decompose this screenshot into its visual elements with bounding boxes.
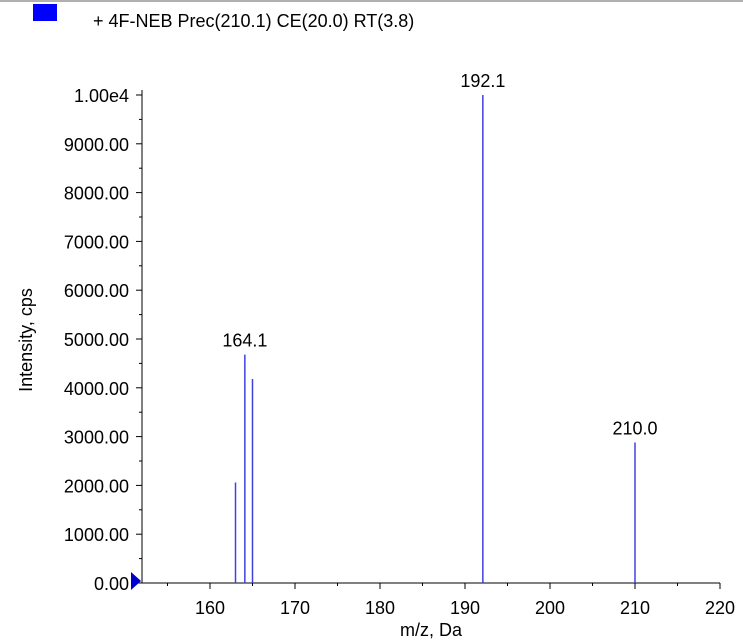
peak-labels: 164.1 192.1 210.0 xyxy=(222,71,657,438)
y-tick-label: 0.00 xyxy=(94,574,129,594)
y-tick-label: 1.00e4 xyxy=(74,86,129,106)
x-tick-label: 170 xyxy=(280,598,310,618)
y-tick-label: 3000.00 xyxy=(64,428,129,448)
y-tick-label: 4000.00 xyxy=(64,379,129,399)
y-tick-label: 1000.00 xyxy=(64,525,129,545)
x-tick-label: 190 xyxy=(450,598,480,618)
x-tick-label: 160 xyxy=(195,598,225,618)
y-tick-label: 2000.00 xyxy=(64,476,129,496)
x-tick-label: 180 xyxy=(365,598,395,618)
peak-label: 164.1 xyxy=(222,331,267,351)
baseline-marker-icon[interactable] xyxy=(131,572,141,590)
x-tick-label: 220 xyxy=(705,598,735,618)
x-tick-label: 200 xyxy=(535,598,565,618)
legend-swatch xyxy=(33,4,57,21)
x-tick-label: 210 xyxy=(620,598,650,618)
peak-label: 192.1 xyxy=(460,71,505,91)
x-axis-title: m/z, Da xyxy=(400,620,463,640)
peak-label: 210.0 xyxy=(612,418,657,438)
peaks xyxy=(234,95,636,583)
y-axis-title: Intensity, cps xyxy=(16,288,36,392)
y-ticks: 0.00 1000.00 2000.00 3000.00 4000.00 5000.00 6… xyxy=(64,86,142,594)
y-tick-label: 8000.00 xyxy=(64,184,129,204)
y-tick-label: 9000.00 xyxy=(64,135,129,155)
y-tick-label: 6000.00 xyxy=(64,281,129,301)
legend-label: + 4F-NEB Prec(210.1) CE(20.0) RT(3.8) xyxy=(93,11,414,31)
x-ticks: 160 170 180 190 200 210 220 xyxy=(167,583,735,618)
y-tick-label: 7000.00 xyxy=(64,232,129,252)
y-tick-label: 5000.00 xyxy=(64,330,129,350)
